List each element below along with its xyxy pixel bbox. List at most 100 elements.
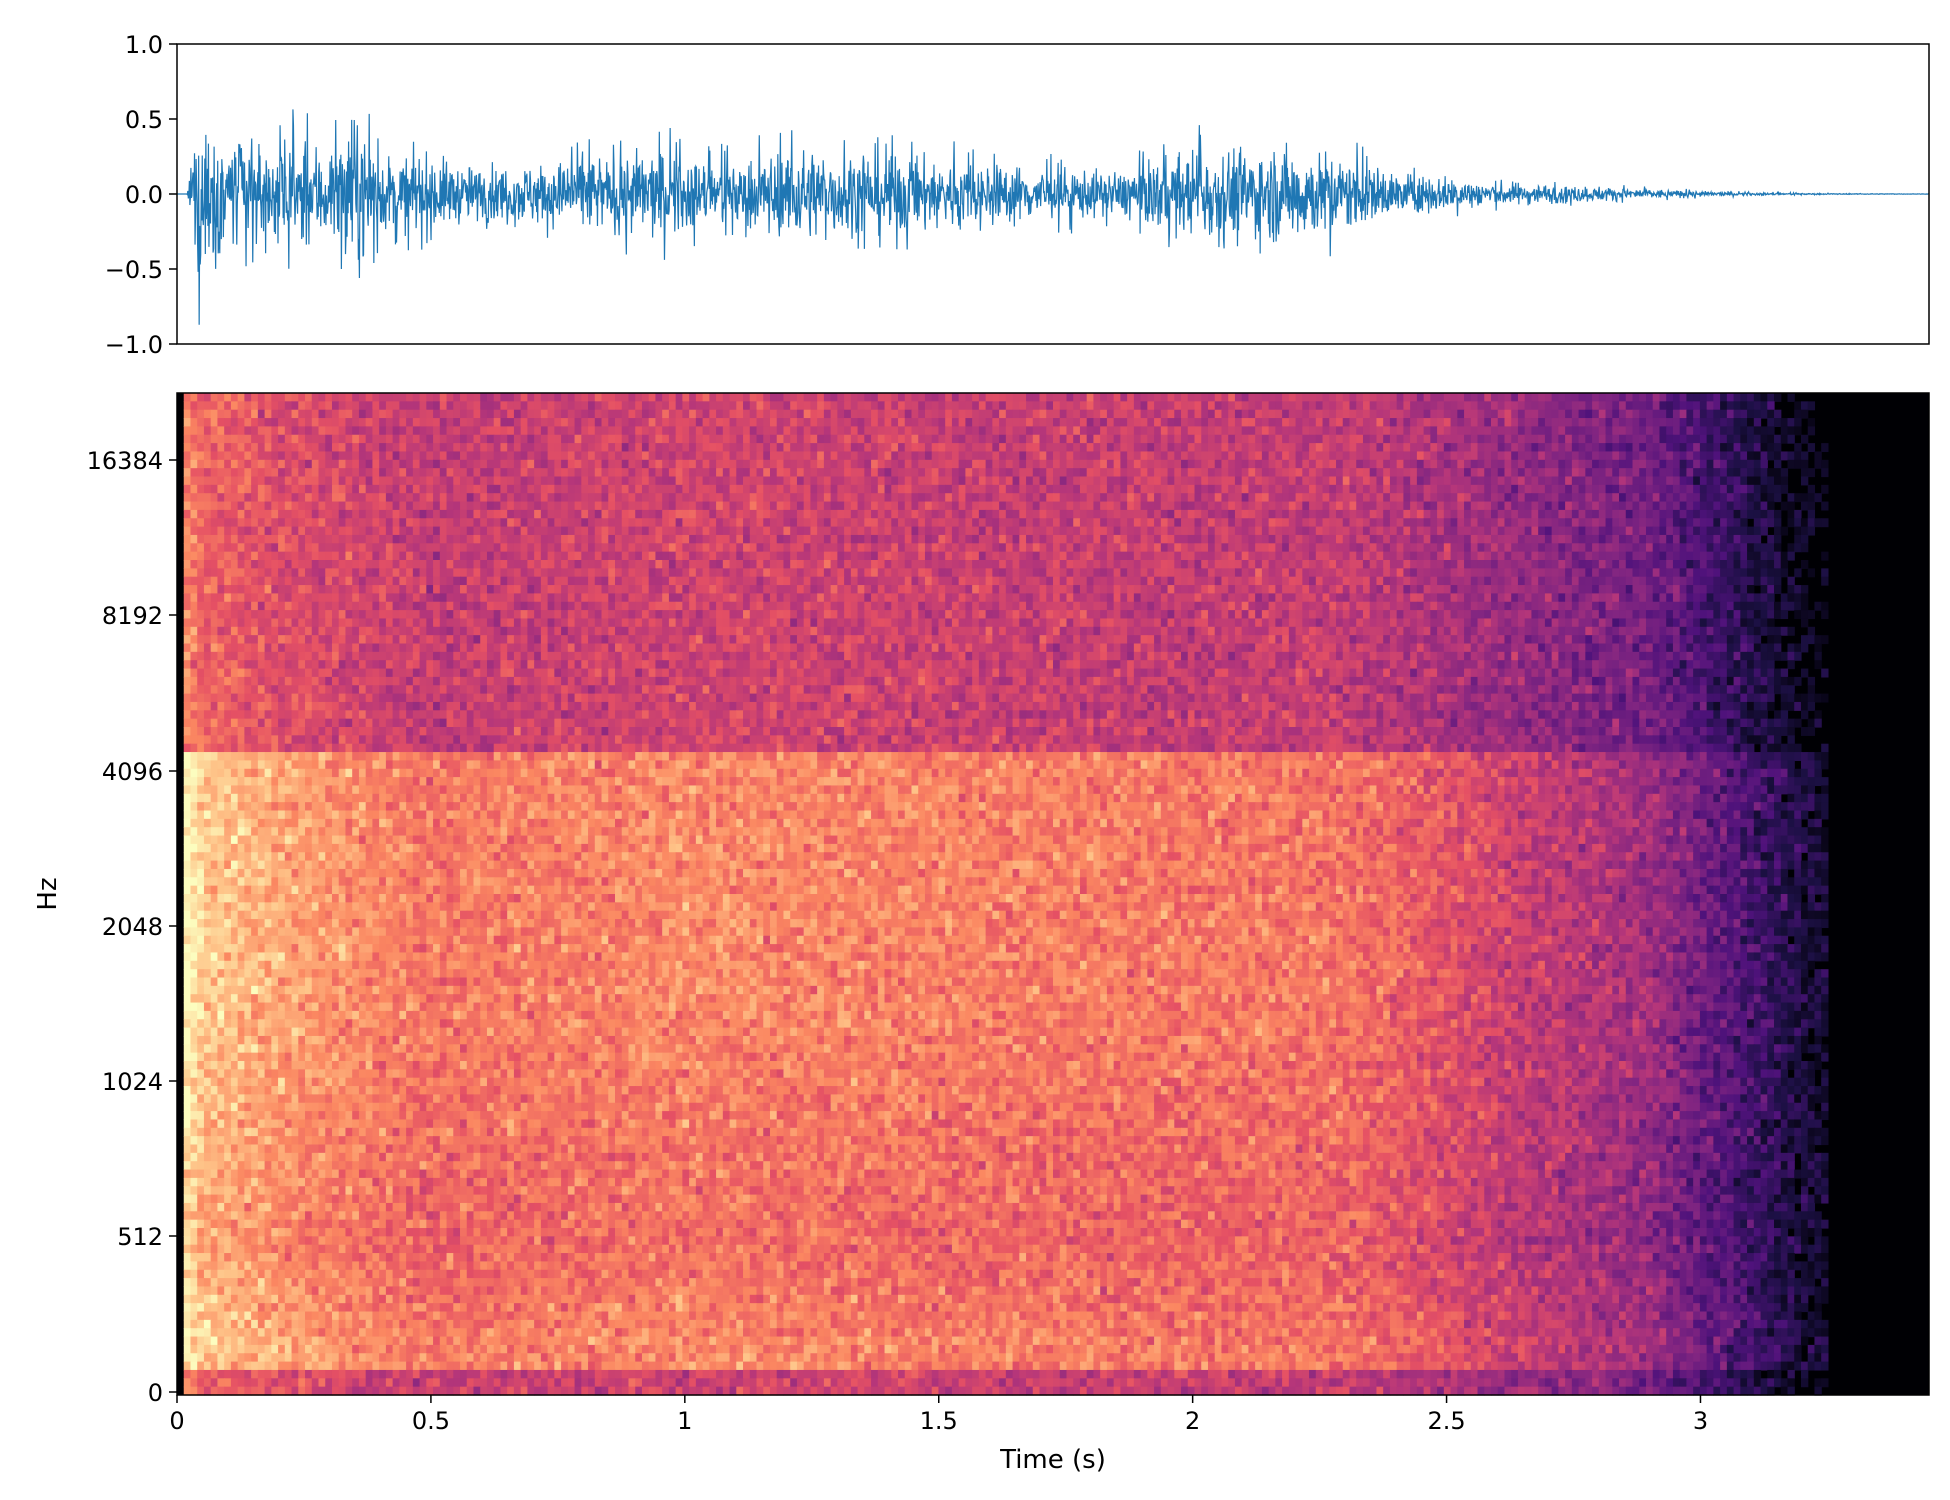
spectrogram-cell — [777, 535, 784, 544]
spectrogram-cell — [184, 418, 191, 427]
spectrogram-cell — [1734, 460, 1741, 469]
spectrogram-cell — [1727, 518, 1734, 527]
spectrogram-cell — [581, 426, 588, 435]
spectrogram-cell — [1141, 401, 1148, 410]
spectrogram-cell — [952, 485, 959, 494]
spectrogram-cell — [898, 401, 905, 410]
spectrogram-cell — [238, 393, 245, 402]
spectrogram-cell — [790, 543, 797, 552]
spectrogram-cell — [1430, 451, 1437, 460]
spectrogram-cell — [1228, 552, 1235, 561]
spectrogram-cell — [292, 393, 299, 402]
spectrogram-cell — [1093, 468, 1100, 477]
spectrogram-cell — [1552, 393, 1559, 402]
spectrogram-cell — [1147, 435, 1154, 444]
spectrogram-cell — [918, 426, 925, 435]
spectrogram-cell — [413, 552, 420, 561]
spectrogram-cell — [1323, 560, 1330, 569]
spectrogram-cell — [1531, 426, 1538, 435]
spectrogram-cell — [891, 460, 898, 469]
spectrogram-cell — [1579, 518, 1586, 527]
spectrogram-cell — [1208, 493, 1215, 502]
spectrogram-cell — [1451, 477, 1458, 486]
spectrogram-cell — [1349, 535, 1356, 544]
spectrogram-cell — [1302, 477, 1309, 486]
spectrogram-cell — [709, 418, 716, 427]
spectrogram-cell — [1424, 451, 1431, 460]
spectrogram-cell — [1228, 535, 1235, 544]
spectrogram-cell — [1558, 485, 1565, 494]
spectrogram-cell — [1713, 527, 1720, 536]
spectrogram-cell — [1343, 477, 1350, 486]
spectrogram-cell — [1390, 493, 1397, 502]
spectrogram-cell — [554, 560, 561, 569]
spectrogram-cell — [932, 485, 939, 494]
spectrogram-cell — [1545, 401, 1552, 410]
spectrogram-cell — [1376, 502, 1383, 511]
spectrogram-cell — [1060, 393, 1067, 402]
spectrogram-cell — [1511, 393, 1518, 402]
spectrogram-cell — [1538, 451, 1545, 460]
spectrogram-cell — [480, 535, 487, 544]
spectrogram-cell — [1390, 510, 1397, 519]
spectrogram-cell — [1491, 468, 1498, 477]
spectrogram-cell — [1484, 543, 1491, 552]
spectrogram-cell — [1060, 527, 1067, 536]
spectrogram-cell — [325, 485, 332, 494]
spectrogram-cell — [918, 543, 925, 552]
spectrogram-cell — [1410, 401, 1417, 410]
spectrogram-cell — [1659, 401, 1666, 410]
spectrogram-cell — [325, 418, 332, 427]
spectrogram-cell — [595, 502, 602, 511]
spectrogram-cell — [352, 502, 359, 511]
spectrogram-cell — [716, 510, 723, 519]
spectrogram-cell — [837, 552, 844, 561]
spectrogram-cell — [1774, 451, 1781, 460]
spectrogram-cell — [1093, 535, 1100, 544]
spectrogram-cell — [386, 527, 393, 536]
spectrogram-cell — [1700, 460, 1707, 469]
spectrogram-cell — [359, 460, 366, 469]
spectrogram-cell — [676, 443, 683, 452]
spectrogram-cell — [837, 410, 844, 419]
spectrogram-cell — [1484, 451, 1491, 460]
spectrogram-cell — [817, 527, 824, 536]
spectrogram-cell — [1700, 510, 1707, 519]
spectrogram-cell — [1235, 560, 1242, 569]
spectrogram-cell — [460, 493, 467, 502]
spectrogram-cell — [1013, 543, 1020, 552]
spectrogram-cell — [1141, 426, 1148, 435]
spectrogram-cell — [837, 393, 844, 402]
spectrogram-cell — [1195, 393, 1202, 402]
spectrogram-cell — [1592, 468, 1599, 477]
spectrogram-cell — [1484, 518, 1491, 527]
spectrogram-cell — [1592, 393, 1599, 402]
spectrogram-cell — [345, 543, 352, 552]
spectrogram-cell — [1080, 552, 1087, 561]
spectrogram-cell — [1343, 518, 1350, 527]
spectrogram-cell — [1491, 552, 1498, 561]
spectrogram-cell — [1248, 477, 1255, 486]
spectrogram-cell — [1538, 393, 1545, 402]
spectrogram-cell — [1275, 460, 1282, 469]
spectrogram-cell — [1417, 527, 1424, 536]
spectrogram-cell — [1498, 443, 1505, 452]
spectrogram-cell — [622, 418, 629, 427]
spectrogram-cell — [1606, 451, 1613, 460]
spectrogram-cell — [1019, 477, 1026, 486]
spectrogram-cell — [1666, 443, 1673, 452]
spectrogram-cell — [1093, 502, 1100, 511]
spectrogram-cell — [386, 510, 393, 519]
spectrogram-cell — [1484, 426, 1491, 435]
spectrogram-cell — [447, 543, 454, 552]
spectrogram-cell — [447, 527, 454, 536]
spectrogram-cell — [837, 401, 844, 410]
spectrogram-cell — [885, 410, 892, 419]
spectrogram-cell — [265, 401, 272, 410]
spectrogram-cell — [1181, 552, 1188, 561]
spectrogram-cell — [905, 543, 912, 552]
spectrogram-cell — [1208, 451, 1215, 460]
spectrogram-cell — [831, 435, 838, 444]
spectrogram-cell — [669, 552, 676, 561]
spectrogram-cell — [1633, 535, 1640, 544]
